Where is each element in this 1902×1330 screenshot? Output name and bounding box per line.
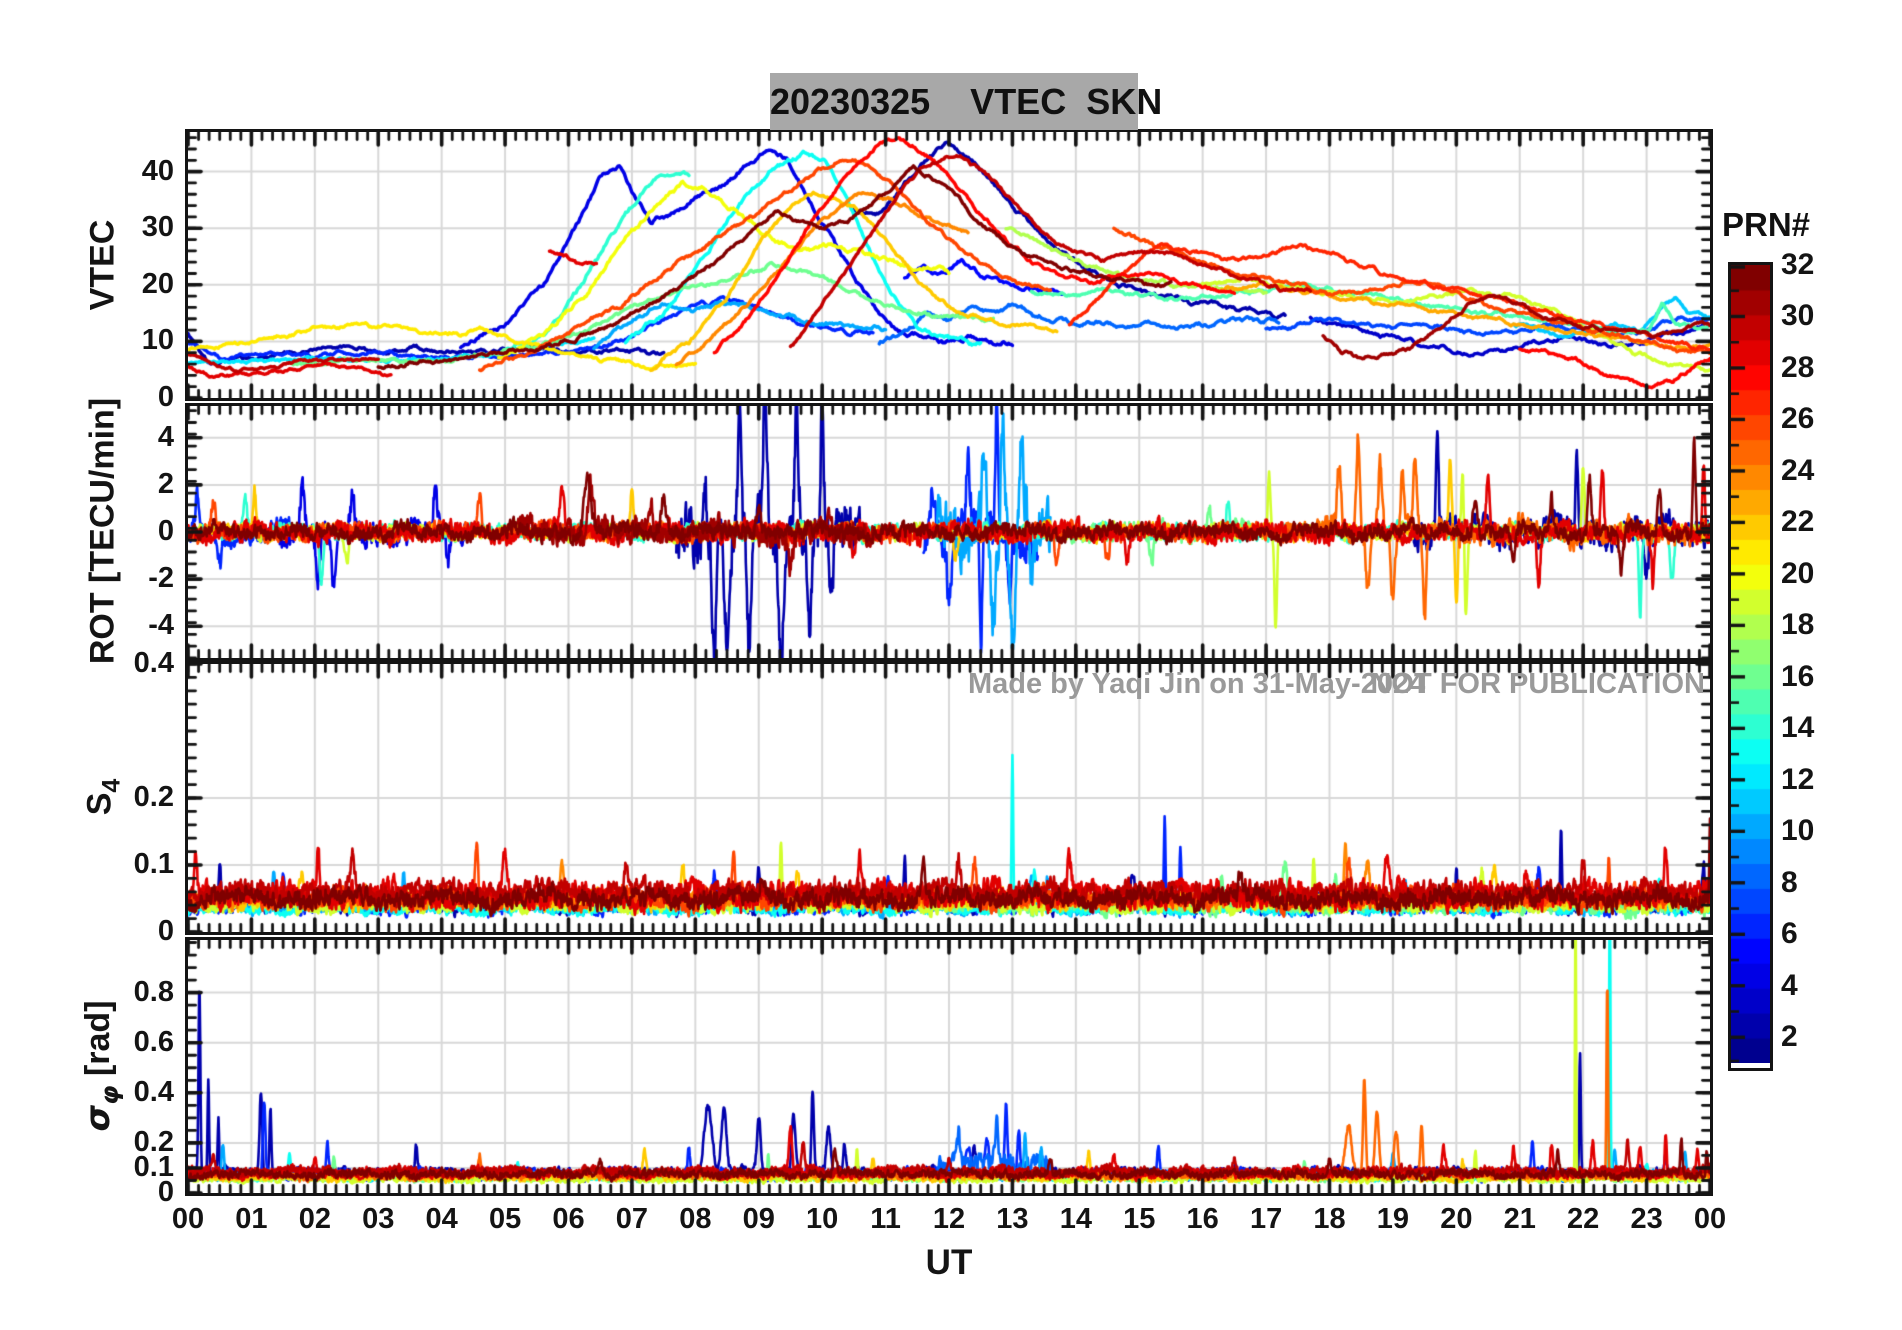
panel-sigma-phi xyxy=(185,937,1713,1196)
y-tick-label: 40 xyxy=(141,154,174,187)
y-tick-label: 10 xyxy=(141,324,174,357)
y-tick-label: 30 xyxy=(141,211,174,244)
x-tick-label: 00 xyxy=(171,1203,205,1235)
y-tick-label: 20 xyxy=(141,267,174,300)
y-tick-label: 0.4 xyxy=(133,647,174,679)
x-tick-label: 07 xyxy=(615,1203,649,1235)
y-tick-label: 0 xyxy=(157,915,174,947)
x-tick-label: 13 xyxy=(996,1203,1029,1235)
x-tick-label: 08 xyxy=(679,1203,712,1235)
colorbar-title: PRN# xyxy=(1722,206,1811,243)
colorbar-tick-label: 30 xyxy=(1781,299,1815,333)
chart-title: 20230325 VTEC SKN xyxy=(770,73,1162,130)
y-tick-label: 0.2 xyxy=(133,781,174,813)
rot-plot-canvas xyxy=(188,406,1710,658)
x-tick-label: 12 xyxy=(932,1203,966,1235)
x-tick-label: 17 xyxy=(1249,1203,1283,1235)
colorbar-tick-label: 24 xyxy=(1781,453,1815,487)
colorbar-tick-label: 6 xyxy=(1781,917,1798,951)
x-tick-label: 23 xyxy=(1630,1203,1663,1235)
x-tick-label: 18 xyxy=(1313,1203,1346,1235)
y-tick-label: 2 xyxy=(157,467,174,500)
y-tick-label: 0.1 xyxy=(133,848,174,880)
vtec-plot-canvas xyxy=(188,132,1710,398)
s4-plot-canvas xyxy=(188,664,1710,932)
x-tick-label: 00 xyxy=(1693,1203,1727,1235)
y-tick-label: -4 xyxy=(148,609,174,642)
x-tick-label: 15 xyxy=(1123,1203,1156,1235)
colorbar-tick-label: 28 xyxy=(1781,350,1815,384)
y-tick-label: 0 xyxy=(157,381,174,413)
x-tick-label: 06 xyxy=(552,1203,585,1235)
y-tick-label: 4 xyxy=(157,420,174,453)
colorbar xyxy=(1728,262,1773,1071)
panel-vtec xyxy=(185,129,1713,401)
y-tick-label: 0.6 xyxy=(133,1025,174,1058)
watermark-notice: NOT FOR PUBLICATION xyxy=(1370,668,1705,700)
colorbar-tick-label: 14 xyxy=(1781,711,1815,745)
x-tick-label: 16 xyxy=(1186,1203,1219,1235)
x-axis-label: UT xyxy=(925,1243,973,1282)
colorbar-canvas xyxy=(1731,265,1770,1063)
colorbar-tick-label: 10 xyxy=(1781,814,1815,848)
panel-s4 xyxy=(185,661,1713,935)
y-tick-label: 0.4 xyxy=(133,1075,174,1108)
x-tick-label: 11 xyxy=(870,1203,901,1235)
y-tick-label: 0.8 xyxy=(133,975,174,1008)
watermark-made-by: Made by Yaqi Jin on 31-May-2024 xyxy=(968,668,1426,700)
x-tick-label: 21 xyxy=(1503,1203,1536,1235)
colorbar-tick-label: 4 xyxy=(1781,968,1798,1002)
y-tick-label: 0.2 xyxy=(133,1125,174,1158)
x-tick-label: 19 xyxy=(1376,1203,1410,1235)
x-tick-label: 20 xyxy=(1440,1203,1473,1235)
x-tick-label: 05 xyxy=(488,1203,522,1235)
colorbar-tick-label: 16 xyxy=(1781,659,1815,693)
x-tick-label: 22 xyxy=(1567,1203,1600,1235)
y-tick-label: -2 xyxy=(148,562,174,595)
colorbar-tick-label: 8 xyxy=(1781,865,1798,899)
y-tick-label: 0 xyxy=(157,1176,174,1208)
x-tick-label: 10 xyxy=(806,1203,839,1235)
x-tick-label: 14 xyxy=(1059,1203,1092,1235)
x-tick-label: 02 xyxy=(298,1203,331,1235)
x-tick-label: 09 xyxy=(742,1203,775,1235)
x-tick-label: 03 xyxy=(362,1203,395,1235)
y-axis-label-sigma-phi: σφ [rad] xyxy=(78,1000,124,1131)
colorbar-tick-label: 2 xyxy=(1781,1020,1798,1054)
panel-rot xyxy=(185,403,1713,661)
colorbar-tick-label: 20 xyxy=(1781,556,1815,590)
colorbar-tick-label: 22 xyxy=(1781,505,1815,539)
y-tick-label: 0 xyxy=(157,515,174,547)
colorbar-tick-label: 26 xyxy=(1781,402,1815,436)
y-tick-label: 0.1 xyxy=(133,1150,174,1183)
colorbar-tick-label: 12 xyxy=(1781,762,1815,796)
colorbar-tick-label: 18 xyxy=(1781,608,1815,642)
x-tick-label: 01 xyxy=(235,1203,268,1235)
sigma-phi-plot-canvas xyxy=(188,940,1710,1193)
x-tick-label: 04 xyxy=(425,1203,458,1235)
colorbar-tick-label: 32 xyxy=(1781,248,1815,281)
